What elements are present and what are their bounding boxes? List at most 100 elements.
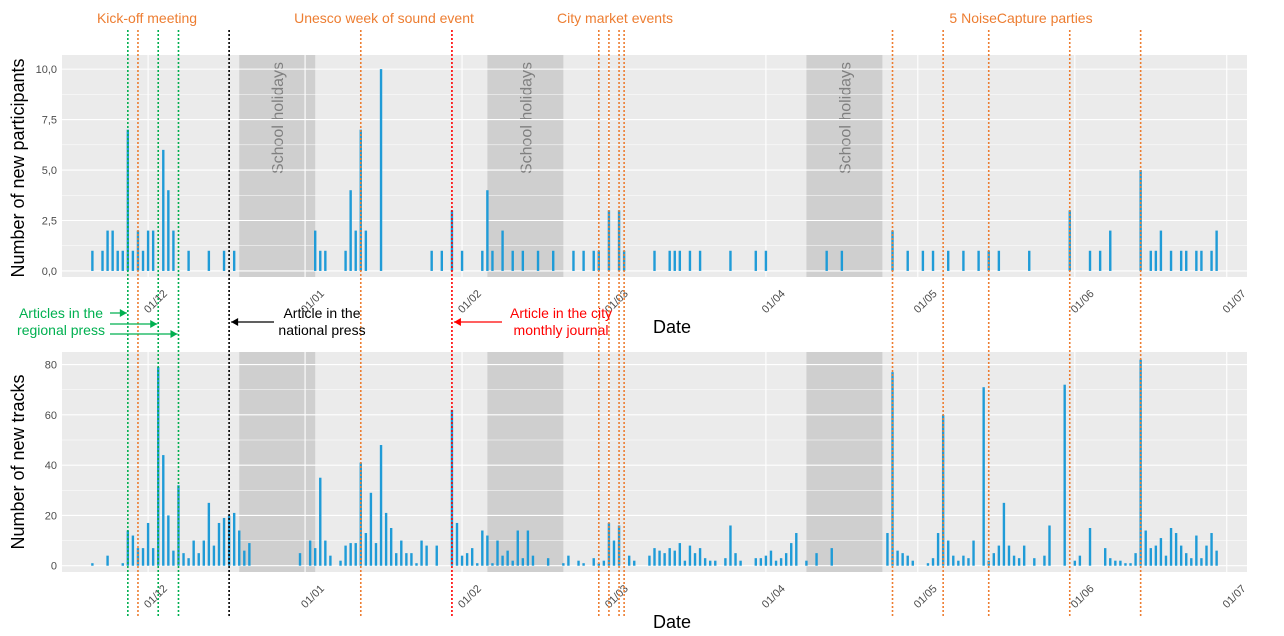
bar [607, 210, 611, 271]
bar [389, 528, 393, 566]
bar [709, 560, 712, 566]
tracks-holiday-bands [239, 352, 883, 572]
bar [415, 563, 418, 566]
bar [324, 540, 327, 566]
event-annotations: Kick-off meeting Unesco week of sound ev… [97, 10, 1093, 26]
y-tick-label: 40 [45, 460, 57, 472]
bar [597, 563, 600, 566]
bar [126, 129, 130, 271]
bar [172, 550, 175, 566]
national-press-arrow [231, 318, 274, 326]
bar [369, 492, 373, 566]
bar [790, 543, 793, 566]
bar [1200, 250, 1203, 271]
bar [1154, 250, 1158, 271]
bar [891, 372, 894, 566]
x-tick-label: 01/02 [456, 288, 484, 316]
y-tick-label: 80 [45, 360, 57, 372]
participants-y-axis-label: Number of new participants [8, 58, 28, 277]
bar [354, 543, 357, 566]
bar [633, 560, 636, 566]
bar [232, 250, 236, 271]
bar [754, 558, 757, 566]
holiday-band [239, 55, 316, 277]
bar [1149, 548, 1152, 566]
bar [91, 250, 94, 271]
bar [1179, 545, 1183, 566]
bar [379, 445, 383, 566]
bar [131, 250, 135, 271]
bar [243, 550, 246, 566]
bar [886, 533, 889, 566]
participants-panel: School holidays School holidays School hol… [8, 55, 1249, 337]
bar [1195, 535, 1198, 566]
bar [192, 540, 195, 566]
bar [141, 250, 145, 271]
bar [217, 522, 221, 566]
bar [187, 558, 190, 566]
bar [1129, 563, 1132, 566]
bar [1159, 538, 1163, 566]
bar [1200, 558, 1203, 566]
bar [481, 250, 484, 271]
regional-press-label-line1: Articles in the [19, 305, 103, 321]
bar [379, 69, 383, 271]
tracks-y-tick-labels: 0 20 40 60 80 [45, 360, 57, 573]
x-tick-label: 01/02 [456, 583, 484, 611]
kickoff-annotation: Kick-off meeting [97, 10, 197, 26]
bar [187, 250, 190, 271]
bar [805, 560, 808, 566]
bar [952, 555, 955, 566]
x-tick-label: 01/12 [142, 583, 170, 611]
holiday-band [487, 352, 564, 572]
bar [460, 250, 464, 271]
bar [982, 387, 985, 566]
bar [425, 545, 428, 566]
bar [1185, 250, 1188, 271]
holiday-label: School holidays [518, 62, 535, 174]
bar [106, 555, 109, 566]
bar [688, 545, 692, 566]
x-tick-label: 01/05 [912, 288, 940, 316]
bar [1022, 545, 1026, 566]
bar [602, 560, 606, 566]
bar [101, 250, 104, 271]
tracks-gridlines [62, 352, 1247, 572]
bar [339, 560, 342, 566]
bar [668, 250, 671, 271]
bar [501, 230, 504, 271]
bar [1215, 550, 1218, 566]
bar [470, 548, 474, 566]
bar [1185, 553, 1188, 566]
regional-press-arrow-head [119, 309, 127, 317]
bar [617, 525, 621, 566]
bar [683, 560, 687, 566]
bar [395, 553, 398, 566]
bar [526, 530, 530, 566]
bar [349, 543, 352, 566]
regional-press-label-line2: regional press [17, 322, 105, 338]
participants-x-axis-label: Date [653, 317, 691, 337]
bar [1159, 230, 1163, 271]
bar [703, 558, 707, 566]
bar [1068, 210, 1071, 271]
bar [536, 250, 540, 271]
bar [1144, 530, 1147, 566]
bar [506, 550, 509, 566]
bar [354, 230, 357, 271]
bar [232, 512, 236, 566]
bar [420, 540, 423, 566]
bar [967, 558, 970, 566]
bar [546, 558, 550, 566]
bar [460, 555, 464, 566]
bar [906, 250, 909, 271]
bar [1139, 170, 1142, 271]
bar [987, 250, 990, 271]
bar [1043, 555, 1046, 566]
bar [663, 553, 666, 566]
bar [1098, 250, 1102, 271]
bar [698, 548, 702, 566]
y-tick-label: 20 [45, 510, 57, 522]
bar [207, 502, 211, 566]
bar [1169, 528, 1173, 566]
